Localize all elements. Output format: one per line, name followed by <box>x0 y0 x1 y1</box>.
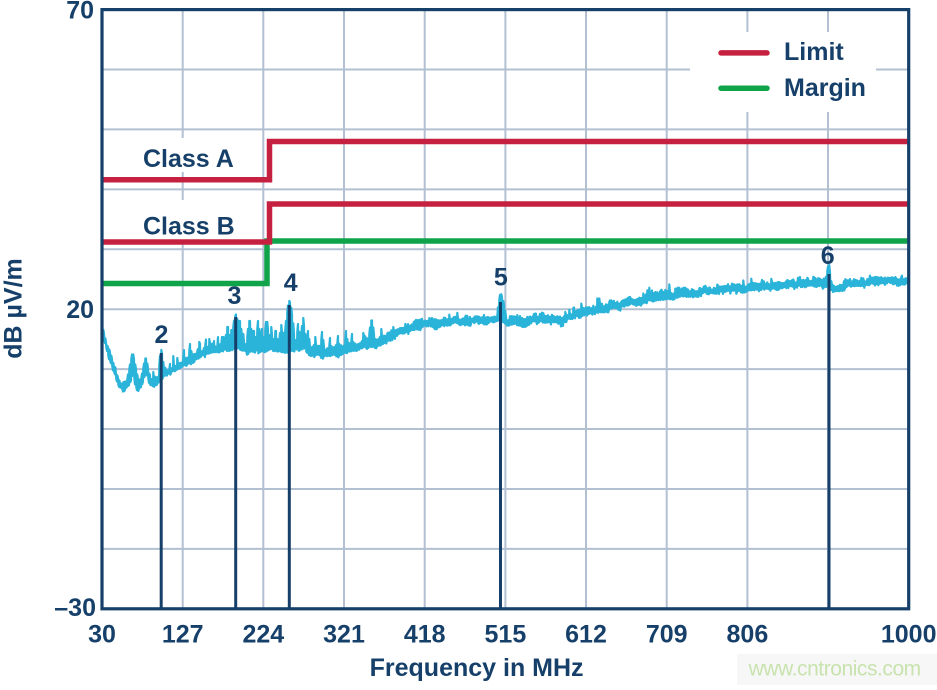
svg-text:1000: 1000 <box>881 621 937 649</box>
svg-text:70: 70 <box>66 0 94 25</box>
svg-text:www.cntronics.com: www.cntronics.com <box>748 658 921 681</box>
svg-text:418: 418 <box>404 621 446 649</box>
svg-text:709: 709 <box>646 621 688 649</box>
svg-text:224: 224 <box>242 621 284 649</box>
svg-text:2: 2 <box>154 321 168 349</box>
svg-text:127: 127 <box>162 621 204 649</box>
svg-text:Frequency in MHz: Frequency in MHz <box>370 654 584 682</box>
svg-text:515: 515 <box>485 621 527 649</box>
svg-text:Class A: Class A <box>143 145 234 173</box>
svg-text:806: 806 <box>727 621 769 649</box>
svg-text:5: 5 <box>494 264 508 292</box>
svg-text:20: 20 <box>66 296 94 324</box>
svg-text:612: 612 <box>565 621 607 649</box>
svg-text:Margin: Margin <box>784 74 866 102</box>
svg-text:321: 321 <box>323 621 365 649</box>
svg-text:6: 6 <box>821 242 835 270</box>
svg-text:Class B: Class B <box>143 213 235 241</box>
svg-text:dB µV/m: dB µV/m <box>0 258 28 359</box>
svg-text:30: 30 <box>88 621 116 649</box>
svg-text:Limit: Limit <box>784 38 844 66</box>
svg-text:3: 3 <box>228 282 242 310</box>
svg-text:–30: –30 <box>54 594 96 622</box>
svg-text:4: 4 <box>284 269 298 297</box>
